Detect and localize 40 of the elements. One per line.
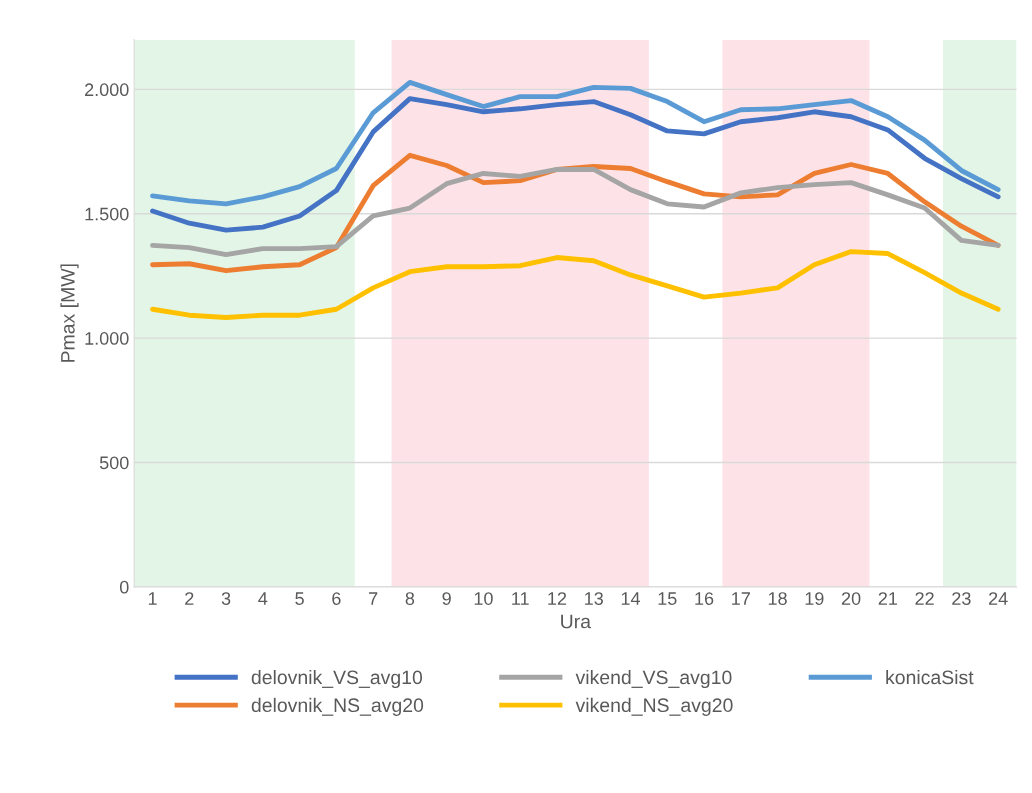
x-tick-label: 12 [548,592,567,605]
legend-label: delovnik_NS_avg20 [251,697,424,716]
line-series [150,167,1001,257]
line-series [150,80,1001,207]
x-tick-label: 20 [841,592,861,605]
x-tick-label: 1 [148,592,157,605]
x-tick-label: 6 [332,592,341,605]
y-tick-label: 1.000 [85,332,129,345]
x-tick-label: 14 [621,592,640,605]
x-tick-label: 21 [878,592,897,605]
y-tick-label: 2.000 [85,83,129,97]
x-tick-label: 16 [695,592,714,605]
legend-label: delovnik_VS_avg10 [251,669,423,689]
x-tick-label: 22 [915,592,934,605]
x-tick-label: 9 [442,592,451,605]
x-tick-label: 10 [474,592,493,605]
legend-label: vikend_NS_avg20 [575,697,733,716]
y-tick-label: 500 [99,456,129,470]
legend-label: konicaSist [886,669,974,685]
x-tick-label: 4 [258,592,268,605]
x-tick-label: 8 [405,592,415,605]
line-series [150,96,1001,233]
x-tick-label: 11 [512,592,529,605]
x-tick-label: 19 [805,592,824,605]
x-tick-label: 18 [768,592,787,605]
y-tick-label: 0 [119,580,129,594]
x-tick-label: 2 [185,592,194,605]
x-tick-label: 3 [221,592,231,605]
x-tick-label: 5 [295,592,304,605]
y-tick-label: 1.500 [85,207,129,221]
legend-label: vikend_VS_avg10 [575,669,732,689]
y-axis-title: Pmax [MW] [60,264,79,362]
x-axis-title: Ura [561,614,592,629]
line-series [150,249,1001,320]
x-tick-label: 13 [585,592,603,605]
x-tick-label: 15 [658,592,677,605]
x-tick-label: 7 [369,592,378,605]
x-tick-label: 24 [989,592,1008,605]
x-tick-label: 17 [732,592,750,605]
x-tick-label: 23 [952,592,971,605]
